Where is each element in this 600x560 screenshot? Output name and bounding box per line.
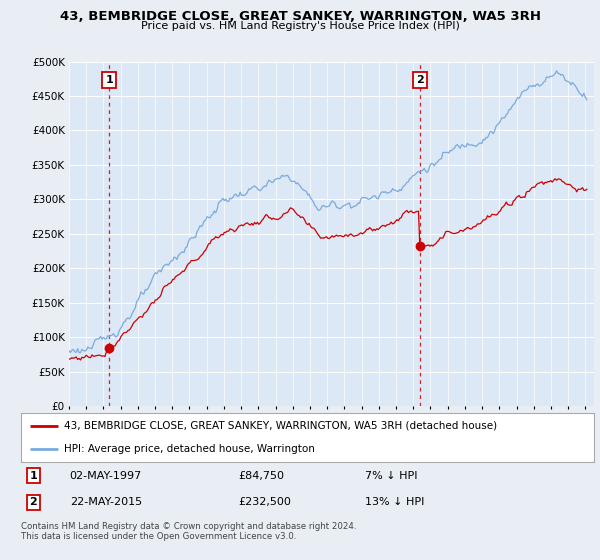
Text: 1: 1 <box>29 470 37 480</box>
Text: Price paid vs. HM Land Registry's House Price Index (HPI): Price paid vs. HM Land Registry's House … <box>140 21 460 31</box>
Text: 2: 2 <box>416 76 424 85</box>
Text: 02-MAY-1997: 02-MAY-1997 <box>70 470 142 480</box>
Text: 43, BEMBRIDGE CLOSE, GREAT SANKEY, WARRINGTON, WA5 3RH (detached house): 43, BEMBRIDGE CLOSE, GREAT SANKEY, WARRI… <box>64 421 497 431</box>
Text: HPI: Average price, detached house, Warrington: HPI: Average price, detached house, Warr… <box>64 444 315 454</box>
Text: Contains HM Land Registry data © Crown copyright and database right 2024.
This d: Contains HM Land Registry data © Crown c… <box>21 522 356 542</box>
Text: 7% ↓ HPI: 7% ↓ HPI <box>365 470 418 480</box>
Text: £84,750: £84,750 <box>239 470 285 480</box>
Text: 2: 2 <box>29 497 37 507</box>
Text: 13% ↓ HPI: 13% ↓ HPI <box>365 497 424 507</box>
Text: 43, BEMBRIDGE CLOSE, GREAT SANKEY, WARRINGTON, WA5 3RH: 43, BEMBRIDGE CLOSE, GREAT SANKEY, WARRI… <box>59 10 541 23</box>
Text: £232,500: £232,500 <box>239 497 292 507</box>
Text: 1: 1 <box>105 76 113 85</box>
Text: 22-MAY-2015: 22-MAY-2015 <box>70 497 142 507</box>
